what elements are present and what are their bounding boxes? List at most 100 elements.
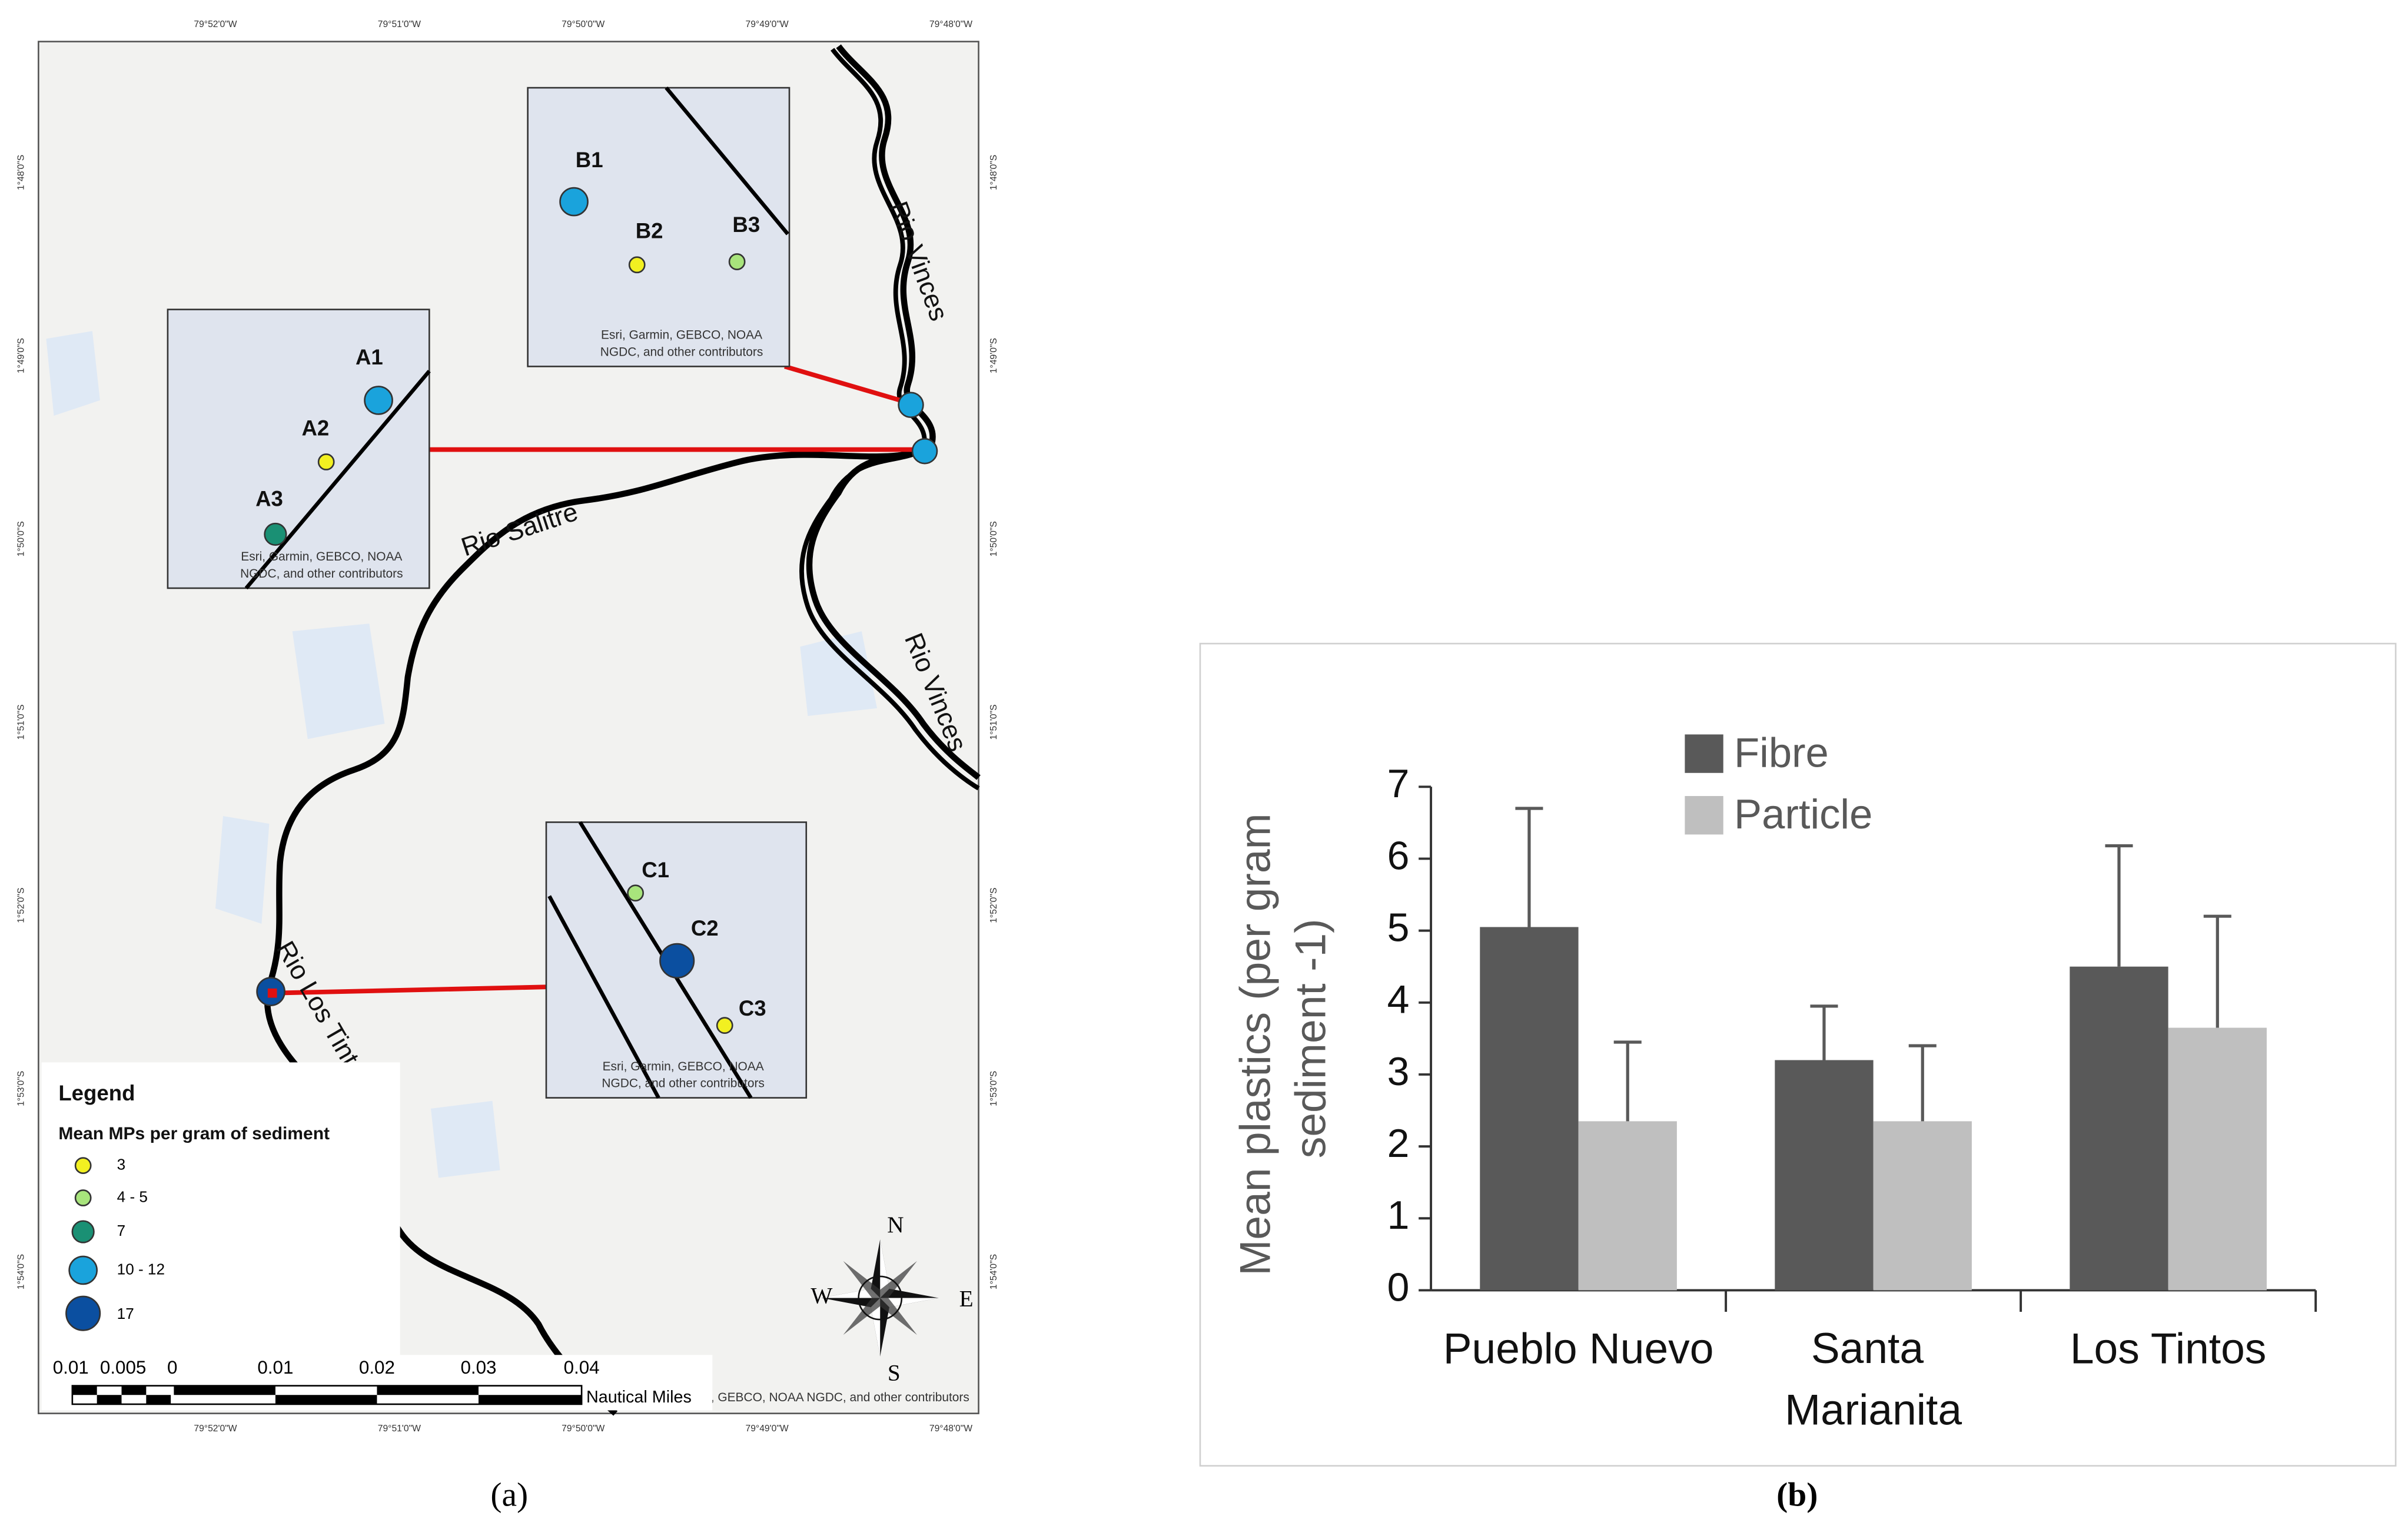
scale-label: 0.01 — [257, 1357, 293, 1378]
coord-label: 1°50'0"S — [989, 521, 999, 556]
scale-label: 0.03 — [460, 1357, 496, 1378]
bar — [1873, 1121, 1972, 1291]
coord-label: 79°52'0"W — [194, 1424, 237, 1434]
inset-attribution: NGDC, and other contributors — [600, 345, 763, 359]
scale-unit: Nautical Miles — [586, 1388, 692, 1407]
site-label: B1 — [576, 148, 603, 172]
scale-label: 0.02 — [359, 1357, 395, 1378]
legend-label: Particle — [1734, 791, 1872, 837]
bar — [1578, 1121, 1677, 1291]
scale-label: 0 — [167, 1357, 177, 1378]
coord-label: 79°49'0"W — [746, 19, 789, 29]
error-bar — [1613, 1040, 1642, 1122]
coord-label: 1°51'0"S — [989, 704, 999, 740]
compass: N E S W — [811, 1212, 973, 1385]
y-tick-label: 5 — [1387, 906, 1410, 950]
error-bar — [1515, 807, 1543, 927]
inset-attribution: Esri, Garmin, GEBCO, NOAA — [601, 329, 762, 342]
compass-label: N — [887, 1212, 904, 1238]
error-bar — [1908, 1044, 1937, 1122]
coord-label: 1°48'0"S — [989, 155, 999, 190]
site-label: B2 — [636, 219, 663, 243]
coord-label: 1°51'0"S — [16, 704, 26, 740]
bar — [1775, 1060, 1874, 1291]
legend-class: 17 — [117, 1305, 134, 1322]
coord-label: 1°52'0"S — [989, 888, 999, 923]
inset-a: A1 A2 A3 Esri, Garmin, GEBCO, NOAA NGDC,… — [167, 309, 431, 590]
coord-label: 1°50'0"S — [16, 521, 26, 556]
legend-class: 4 - 5 — [117, 1188, 148, 1205]
inset-c: C1 C2 C3 Esri, Garmin, GEBCO, NOAA NGDC,… — [545, 821, 808, 1099]
y-tick-label: 4 — [1387, 977, 1410, 1022]
inset-attribution: Esri, Garmin, GEBCO, NOAA — [603, 1060, 764, 1073]
compass-label: S — [888, 1360, 901, 1385]
bar — [1480, 927, 1579, 1291]
coord-label: 1°48'0"S — [16, 155, 26, 190]
legend-swatch — [1685, 734, 1723, 773]
error-bar — [2203, 914, 2231, 1028]
coord-label: 79°50'0"W — [562, 1424, 605, 1434]
legend: Legend Mean MPs per gram of sediment 3 4… — [41, 1062, 400, 1355]
inset-b: B1 B2 B3 Esri, Garmin, GEBCO, NOAA NGDC,… — [527, 86, 791, 367]
map-panel: Rio Vinces Rio Vinces Rio Salitre Rio Lo… — [16, 19, 999, 1434]
x-tick-label: Santa Marianita — [1785, 1324, 1962, 1434]
site-label: C3 — [739, 996, 766, 1020]
y-tick-label: 3 — [1387, 1049, 1410, 1094]
inset-attribution: NGDC, and other contributors — [240, 567, 403, 581]
coord-label: 1°52'0"S — [16, 888, 26, 923]
site-marker-center — [267, 988, 277, 998]
coord-label: 1°53'0"S — [989, 1071, 999, 1106]
error-bar — [1810, 1004, 1838, 1060]
coord-label: 1°54'0"S — [16, 1254, 26, 1289]
legend-title: Legend — [58, 1081, 135, 1105]
y-tick-label: 7 — [1387, 761, 1410, 806]
coord-label: 79°51'0"W — [378, 1424, 421, 1434]
x-tick-label: Los Tintos — [2070, 1324, 2267, 1372]
scale-label: 0.005 — [100, 1357, 146, 1378]
legend-subtitle: Mean MPs per gram of sediment — [58, 1124, 330, 1143]
site-label: A2 — [301, 416, 329, 440]
caption: (a) — [490, 1477, 528, 1514]
coord-label: 79°50'0"W — [562, 19, 605, 29]
y-tick-label: 1 — [1387, 1193, 1410, 1238]
map-attribution: Esri, Garmin, GEBCO, NOAA NGDC, and othe… — [643, 1391, 969, 1404]
leader-lines — [274, 364, 924, 996]
coord-label: 79°49'0"W — [746, 1424, 789, 1434]
coordinates: 79°52'0"W 79°51'0"W 79°50'0"W 79°49'0"W 79°4… — [16, 19, 999, 1434]
bar-chart: 0 1 2 3 4 5 6 7 Pueblo Nuevo Santa Marianita Los … — [1231, 729, 2317, 1434]
coord-label: 1°53'0"S — [16, 1071, 26, 1106]
site-label: A1 — [356, 345, 383, 369]
insets: B1 B2 B3 Esri, Garmin, GEBCO, NOAA NGDC,… — [167, 86, 808, 1099]
scale-label: 0.01 — [53, 1357, 89, 1378]
legend-class: 3 — [117, 1156, 126, 1173]
coord-label: 79°48'0"W — [929, 1424, 972, 1434]
scale-label: 0.04 — [564, 1357, 600, 1378]
coord-label: 1°49'0"S — [16, 338, 26, 373]
coord-label: 1°54'0"S — [989, 1254, 999, 1289]
site-marker — [898, 392, 924, 418]
site-marker — [911, 437, 938, 465]
coord-label: 79°51'0"W — [378, 19, 421, 29]
coord-label: 79°52'0"W — [194, 19, 237, 29]
legend-swatch — [1685, 795, 1723, 835]
y-tick-label: 0 — [1387, 1265, 1410, 1309]
legend-class: 10 - 12 — [117, 1260, 165, 1278]
scale-bar: 0.01 0.005 0 0.01 0.02 0.03 0.04 Nautica… — [41, 1355, 713, 1411]
bar — [2168, 1027, 2267, 1291]
site-label: C2 — [691, 916, 719, 940]
legend-label: Fibre — [1734, 729, 1829, 776]
y-axis-label: Mean plastics (per gram sediment -1) — [1231, 801, 1335, 1276]
y-tick-label: 2 — [1387, 1121, 1410, 1166]
x-tick-label: Pueblo Nuevo — [1443, 1324, 1714, 1372]
error-bar — [2105, 844, 2133, 967]
coord-label: 79°48'0"W — [929, 19, 972, 29]
inset-attribution: NGDC, and other contributors — [602, 1077, 765, 1090]
legend-class: 7 — [117, 1222, 126, 1239]
inset-attribution: Esri, Garmin, GEBCO, NOAA — [241, 550, 402, 563]
coord-label: 1°49'0"S — [989, 338, 999, 373]
site-label: A3 — [255, 487, 283, 511]
site-label: C1 — [642, 858, 669, 882]
compass-label: E — [959, 1286, 974, 1312]
compass-label: W — [811, 1284, 832, 1309]
